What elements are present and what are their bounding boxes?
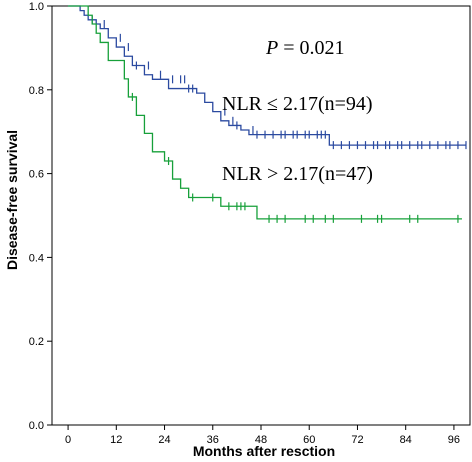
x-tick-label: 0: [65, 434, 71, 446]
p-label: P: [265, 37, 278, 59]
series-line: [68, 5, 462, 220]
series-layer: [68, 5, 467, 223]
y-axis-title: Disease-free survival: [4, 130, 20, 270]
x-tick-label: 72: [351, 434, 363, 446]
p-value-annotation: P = 0.021: [265, 37, 345, 59]
x-tick-label: 60: [303, 434, 315, 446]
x-tick-label: 84: [400, 434, 412, 446]
series-line: [68, 5, 466, 146]
y-tick-label: 0.6: [29, 169, 44, 181]
x-tick-label: 12: [110, 434, 122, 446]
y-tick-label: 0.2: [29, 336, 44, 348]
y-tick-label: 0.8: [29, 85, 44, 97]
x-tick-label: 36: [207, 434, 219, 446]
plot-area: [51, 5, 471, 426]
series-2: [68, 5, 462, 223]
plot-frame: [51, 5, 471, 426]
series-1: [68, 5, 467, 150]
y-tick-label: 0.4: [29, 252, 44, 264]
x-tick-label: 96: [448, 434, 460, 446]
y-tick-label: 1.0: [29, 1, 44, 13]
x-axis-title: Months after resction: [193, 443, 335, 459]
series-label-low-nlr: NLR ≤ 2.17(n=94): [222, 93, 373, 115]
x-tick-label: 48: [255, 434, 267, 446]
y-tick-label: 0.0: [29, 420, 44, 432]
axes: 0 12 24 36 48 60 72 84 96 0.0 0.2 0.4 0.6 0.8 1.0: [29, 1, 460, 446]
p-value: = 0.021: [283, 37, 344, 59]
series-label-high-nlr: NLR > 2.17(n=47): [222, 163, 373, 185]
x-tick-label: 24: [158, 434, 170, 446]
